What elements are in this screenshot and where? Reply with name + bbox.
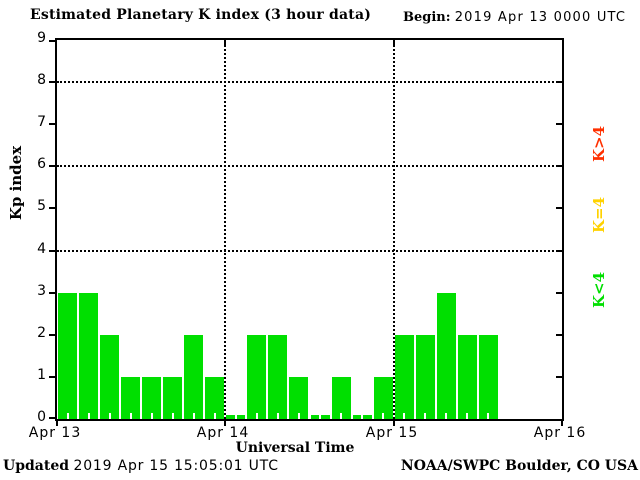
gridline-k6 (57, 165, 562, 168)
begin-value: 2019 Apr 13 0000 UTC (454, 10, 627, 25)
day-boundary-line (224, 40, 226, 419)
x-minor-tick (151, 413, 153, 419)
updated-label: Updated (3, 458, 70, 474)
x-minor-tick (193, 413, 195, 419)
kp-bar (395, 335, 414, 419)
x-minor-tick (214, 413, 216, 419)
x-minor-tick (130, 413, 132, 419)
kp-bar (100, 335, 119, 419)
y-tick-right-7 (556, 123, 562, 126)
kp-bar (184, 335, 203, 419)
kp-bar (416, 335, 435, 419)
y-tick-left-4 (49, 249, 55, 252)
x-minor-tick (277, 413, 279, 419)
x-major-tick-top (393, 40, 395, 46)
x-day-label-16: Apr 16 (533, 425, 587, 441)
x-minor-tick (487, 413, 489, 419)
y-tick-right-2 (556, 333, 562, 336)
x-major-tick-bottom (56, 421, 58, 426)
kp-bar (289, 377, 308, 419)
x-minor-tick (403, 413, 405, 419)
y-tick-left-7 (49, 123, 55, 126)
x-axis-title: Universal Time (235, 440, 355, 456)
y-tick-left-5 (49, 207, 55, 210)
y-tick-label-3: 3 (37, 282, 46, 299)
y-tick-left-9 (49, 40, 55, 42)
kp-bar (374, 377, 393, 419)
y-tick-label-2: 2 (37, 324, 46, 341)
x-minor-tick (466, 413, 468, 419)
x-minor-tick (172, 413, 174, 419)
legend-k-above-4: K>4 (590, 125, 608, 163)
kp-bar (479, 335, 498, 419)
x-minor-tick (298, 413, 300, 419)
kp-bar (332, 377, 351, 419)
day-boundary-line (393, 40, 395, 419)
x-day-label-13: Apr 13 (28, 425, 82, 441)
chart-title: Estimated Planetary K index (3 hour data… (30, 7, 372, 23)
x-minor-tick (424, 413, 426, 419)
y-tick-right-6 (556, 165, 562, 168)
y-tick-label-7: 7 (37, 114, 46, 131)
kp-bar (205, 377, 224, 419)
y-tick-label-5: 5 (37, 198, 46, 215)
kp-bar (268, 335, 287, 419)
x-minor-tick (88, 413, 90, 419)
x-minor-tick (319, 413, 321, 419)
x-minor-tick (382, 413, 384, 419)
x-minor-tick (67, 413, 69, 419)
y-tick-left-3 (49, 291, 55, 294)
y-tick-right-3 (556, 291, 562, 294)
x-minor-tick (109, 413, 111, 419)
legend-k-equal-4: K=4 (590, 196, 608, 234)
kp-bar (163, 377, 182, 419)
x-minor-tick (235, 413, 237, 419)
begin-time: Begin: 2019 Apr 13 0000 UTC (403, 10, 626, 25)
y-tick-label-0: 0 (37, 409, 46, 425)
kp-bar (58, 293, 77, 419)
kp-bar (121, 377, 140, 419)
x-major-tick-top (224, 40, 226, 46)
kp-bar (437, 293, 456, 419)
y-tick-left-0 (49, 417, 55, 419)
x-minor-tick (340, 413, 342, 419)
x-day-label-14: Apr 14 (196, 425, 250, 441)
gridline-k8 (57, 81, 562, 84)
kp-bar (247, 335, 266, 419)
x-major-tick-bottom (561, 421, 563, 426)
kp-bar (458, 335, 477, 419)
updated-value: 2019 Apr 15 15:05:01 UTC (73, 458, 279, 474)
source-attribution: NOAA/SWPC Boulder, CO USA (400, 458, 638, 474)
y-tick-right-5 (556, 207, 562, 210)
y-tick-label-6: 6 (37, 156, 46, 173)
y-tick-right-8 (556, 81, 562, 84)
gridline-k4 (57, 249, 562, 252)
y-tick-left-6 (49, 165, 55, 168)
y-tick-label-9: 9 (37, 30, 46, 46)
y-tick-left-8 (49, 81, 55, 84)
x-major-tick-bottom (393, 421, 395, 426)
y-tick-label-8: 8 (37, 72, 46, 89)
plot-area (49, 38, 564, 426)
y-tick-right-1 (556, 375, 562, 378)
x-minor-tick (361, 413, 363, 419)
y-tick-right-4 (556, 249, 562, 252)
y-tick-left-1 (49, 375, 55, 378)
begin-label: Begin: (403, 10, 451, 25)
x-minor-tick (256, 413, 258, 419)
legend-k-below-4: K<4 (590, 271, 608, 309)
kp-bar (79, 293, 98, 419)
y-tick-label-1: 1 (37, 366, 46, 383)
x-day-label-15: Apr 15 (365, 425, 419, 441)
updated-timestamp: Updated 2019 Apr 15 15:05:01 UTC (3, 458, 279, 474)
x-minor-tick (445, 413, 447, 419)
kp-bar (142, 377, 161, 419)
y-tick-label-4: 4 (37, 240, 46, 257)
y-axis-title: Kp index (7, 145, 25, 221)
x-major-tick-bottom (224, 421, 226, 426)
y-tick-left-2 (49, 333, 55, 336)
